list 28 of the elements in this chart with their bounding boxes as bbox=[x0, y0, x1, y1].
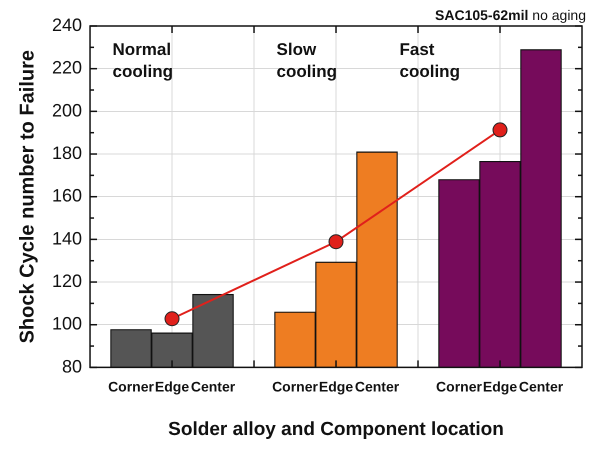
y-tick-label: 80 bbox=[62, 356, 82, 376]
x-axis-title: Solder alloy and Component location bbox=[168, 418, 504, 440]
y-tick-label: 220 bbox=[52, 58, 82, 78]
x-tick-label: Corner bbox=[436, 378, 483, 395]
y-tick-label: 120 bbox=[52, 271, 82, 292]
y-tick-label: 140 bbox=[52, 228, 82, 248]
y-axis-title: Shock Cycle number to Failure bbox=[16, 50, 39, 344]
y-tick-label: 180 bbox=[52, 142, 82, 163]
x-tick-label: Edge bbox=[154, 378, 190, 395]
chart-title: SAC105-62mil bbox=[435, 7, 528, 23]
x-tick-label: Corner bbox=[272, 378, 319, 395]
y-tick-label: 240 bbox=[52, 14, 82, 35]
y-tick-label: 200 bbox=[52, 100, 82, 120]
x-tick-label: Center bbox=[518, 378, 564, 395]
annotation: Normal cooling bbox=[112, 40, 173, 82]
x-tick-label: Center bbox=[190, 378, 236, 395]
point bbox=[328, 234, 344, 250]
x-tick-label: Edge bbox=[318, 378, 354, 395]
x-tick-label: Center bbox=[354, 378, 400, 395]
annotation: Fast cooling bbox=[400, 40, 460, 82]
y-tick-label: 100 bbox=[52, 314, 82, 334]
annotation: Slow cooling bbox=[276, 40, 337, 82]
x-tick-label: Edge bbox=[482, 378, 518, 395]
y-tick-label: 160 bbox=[52, 186, 82, 206]
chart-subtitle: no aging bbox=[528, 7, 586, 23]
x-tick-label: Corner bbox=[108, 378, 155, 395]
point bbox=[492, 122, 508, 138]
point bbox=[164, 311, 180, 326]
